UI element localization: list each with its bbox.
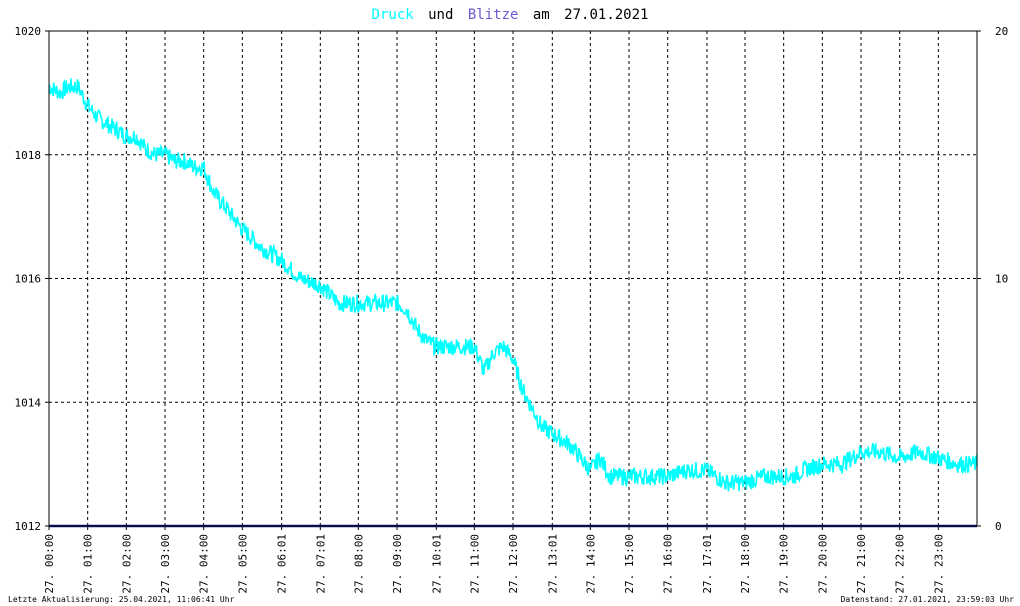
y-left-tick-label: 1020 — [15, 25, 42, 38]
chart-title: Druck und Blitze am 27.01.2021 — [372, 7, 649, 23]
x-tick-label: 27. 11:00 — [468, 534, 481, 594]
x-tick-label: 27. 19:00 — [778, 534, 791, 594]
x-axis-ticks: 27. 00:00 27. 01:00 27. 02:00 27. 03:00 27. … — [43, 526, 945, 594]
y-left-tick-label: 1014 — [15, 396, 42, 409]
title-date: 27.01.2021 — [564, 7, 648, 23]
x-tick-label: 27. 22:00 — [894, 534, 907, 594]
title-am: am — [533, 7, 550, 23]
x-tick-label: 27. 04:00 — [198, 534, 211, 594]
right-axis-ticks: 0 10 20 — [977, 25, 1008, 533]
x-tick-label: 27. 01:00 — [82, 534, 95, 594]
x-tick-label: 27. 21:00 — [855, 534, 868, 594]
x-tick-label: 27. 08:00 — [352, 534, 365, 594]
y-left-tick-label: 1018 — [15, 149, 42, 162]
y-right-tick-label: 10 — [995, 273, 1008, 286]
left-axis-ticks: 1012 1014 1016 1018 1020 — [15, 25, 49, 533]
title-blitze: Blitze — [468, 7, 519, 23]
x-tick-label: 27. 15:00 — [623, 534, 636, 594]
y-right-tick-label: 20 — [995, 25, 1008, 38]
x-tick-label: 27. 06:01 — [276, 534, 289, 594]
x-tick-label: 27. 12:00 — [507, 534, 520, 594]
grid-lines — [49, 31, 977, 526]
y-right-tick-label: 0 — [995, 520, 1002, 533]
druck-series-line — [48, 78, 978, 492]
x-tick-label: 27. 17:01 — [701, 534, 714, 594]
x-tick-label: 27. 10:01 — [430, 534, 443, 594]
footer-data-status: Datenstand: 27.01.2021, 23:59:03 Uhr — [841, 595, 1015, 604]
x-tick-label: 27. 23:00 — [932, 534, 945, 594]
x-tick-label: 27. 05:00 — [236, 534, 249, 594]
x-tick-label: 27. 09:00 — [391, 534, 404, 594]
x-tick-label: 27. 14:00 — [584, 534, 597, 594]
x-tick-label: 27. 13:01 — [546, 534, 559, 594]
y-left-tick-label: 1016 — [15, 273, 42, 286]
x-tick-label: 27. 02:00 — [120, 534, 133, 594]
x-tick-label: 27. 00:00 — [43, 534, 56, 594]
x-tick-label: 27. 18:00 — [739, 534, 752, 594]
title-druck: Druck — [372, 7, 415, 23]
x-tick-label: 27. 07:01 — [314, 534, 327, 594]
footer-last-update: Letzte Aktualisierung: 25.04.2021, 11:06… — [8, 595, 235, 604]
x-tick-label: 27. 20:00 — [816, 534, 829, 594]
title-und: und — [428, 7, 453, 23]
x-tick-label: 27. 16:00 — [662, 534, 675, 594]
y-left-tick-label: 1012 — [15, 520, 42, 533]
x-tick-label: 27. 03:00 — [159, 534, 172, 594]
plot-frame — [48, 30, 978, 527]
